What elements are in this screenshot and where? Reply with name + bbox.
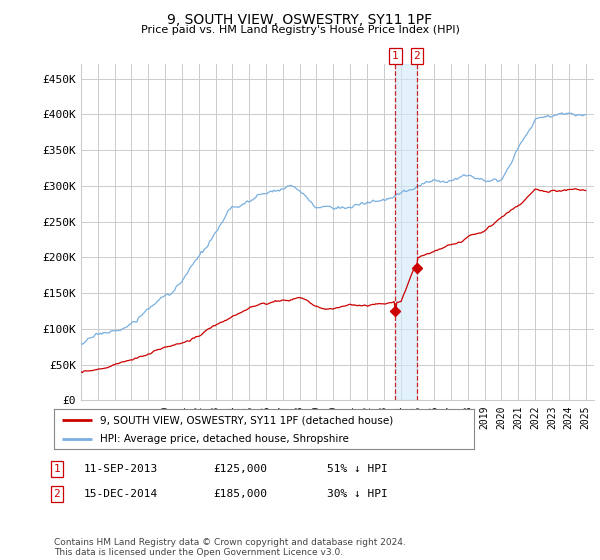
Text: 1: 1 — [392, 51, 399, 61]
Text: 1: 1 — [53, 464, 61, 474]
Text: 2: 2 — [413, 51, 420, 61]
Text: 30% ↓ HPI: 30% ↓ HPI — [327, 489, 388, 499]
Text: 2: 2 — [53, 489, 61, 499]
Text: £185,000: £185,000 — [213, 489, 267, 499]
Text: 9, SOUTH VIEW, OSWESTRY, SY11 1PF (detached house): 9, SOUTH VIEW, OSWESTRY, SY11 1PF (detac… — [100, 415, 394, 425]
Text: 51% ↓ HPI: 51% ↓ HPI — [327, 464, 388, 474]
Text: Price paid vs. HM Land Registry's House Price Index (HPI): Price paid vs. HM Land Registry's House … — [140, 25, 460, 35]
Text: HPI: Average price, detached house, Shropshire: HPI: Average price, detached house, Shro… — [100, 434, 349, 444]
Text: Contains HM Land Registry data © Crown copyright and database right 2024.
This d: Contains HM Land Registry data © Crown c… — [54, 538, 406, 557]
Text: £125,000: £125,000 — [213, 464, 267, 474]
Text: 15-DEC-2014: 15-DEC-2014 — [84, 489, 158, 499]
Bar — [395, 64, 417, 400]
Text: 9, SOUTH VIEW, OSWESTRY, SY11 1PF: 9, SOUTH VIEW, OSWESTRY, SY11 1PF — [167, 13, 433, 27]
Text: 11-SEP-2013: 11-SEP-2013 — [84, 464, 158, 474]
